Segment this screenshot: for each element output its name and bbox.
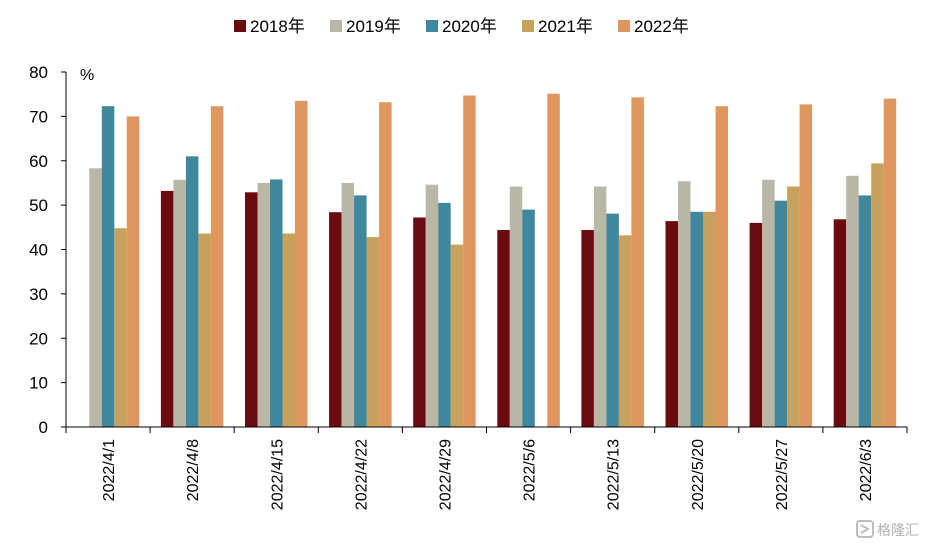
y-tick-label: 40 (29, 241, 48, 260)
y-tick-label: 70 (29, 107, 48, 126)
legend-swatch (330, 20, 342, 32)
legend-swatch (426, 20, 438, 32)
bar (846, 175, 859, 427)
bar (547, 93, 560, 427)
series-5 (126, 93, 897, 428)
legend: 2018年 2019年 2020年 2021年 2022年 (234, 17, 689, 36)
bar (450, 244, 464, 427)
bar (379, 102, 392, 427)
bar (173, 179, 186, 427)
bar (522, 209, 535, 427)
legend-label: 2021年 (538, 17, 593, 36)
series-3 (101, 106, 872, 428)
bar (126, 116, 140, 428)
watermark: 格隆汇 (856, 520, 919, 538)
bar (89, 168, 102, 428)
bar (703, 211, 716, 427)
legend-swatch (234, 20, 246, 32)
legend-label: 2022年 (634, 17, 689, 36)
x-tick-label: 2022/5/20 (690, 439, 707, 510)
legend-item: 2022年 (618, 17, 689, 36)
y-axis: 0 10 20 30 40 50 60 70 80 (29, 63, 67, 437)
bar (631, 97, 644, 428)
bar (581, 230, 594, 427)
legend-swatch (618, 20, 630, 32)
watermark-text: 格隆汇 (877, 522, 919, 538)
legend-item: 2018年 (234, 17, 305, 36)
bar (463, 95, 476, 427)
bar (210, 106, 224, 427)
bar (606, 213, 619, 427)
x-tick-label: 2022/4/8 (185, 439, 202, 501)
bar (366, 237, 380, 427)
x-tick-label: 2022/4/1 (101, 439, 118, 501)
bar (690, 211, 703, 427)
bar (799, 104, 813, 428)
x-tick-label: 2022/5/27 (774, 439, 791, 510)
bar (593, 186, 607, 427)
bar (497, 230, 510, 427)
y-axis-unit-label: % (80, 67, 94, 84)
bar (257, 182, 270, 427)
bar (774, 200, 788, 427)
bar (871, 163, 884, 427)
bar (762, 179, 775, 427)
y-tick-label: 0 (39, 418, 48, 437)
bar (270, 179, 283, 427)
series-4 (114, 163, 884, 427)
legend-item: 2021年 (522, 17, 593, 36)
bar (749, 222, 763, 427)
bar (438, 202, 451, 427)
bar (101, 106, 115, 427)
bar (618, 235, 632, 427)
bar (833, 219, 847, 427)
bar (509, 186, 523, 427)
bracket-logo-icon (856, 520, 874, 538)
bar (329, 212, 342, 427)
bar (715, 106, 728, 427)
y-tick-label: 30 (29, 285, 48, 304)
x-tick-label: 2022/6/3 (858, 439, 875, 501)
bar (114, 228, 127, 427)
x-tick-label: 2022/4/22 (353, 439, 370, 510)
bar (354, 195, 367, 427)
series-1 (160, 190, 847, 427)
x-axis: 2022/4/1 2022/4/8 2022/4/15 2022/4/22 2022/4… (65, 426, 908, 510)
x-tick-label: 2022/4/15 (269, 439, 286, 510)
bar (665, 221, 678, 427)
bars (89, 93, 897, 428)
legend-swatch (522, 20, 534, 32)
bar (425, 184, 439, 427)
bar (341, 182, 355, 427)
bar (678, 181, 691, 427)
bar (413, 217, 426, 427)
legend-item: 2020年 (426, 17, 497, 36)
legend-label: 2018年 (250, 17, 305, 36)
bar (282, 233, 295, 427)
y-tick-label: 10 (29, 374, 48, 393)
legend-label: 2019年 (346, 17, 401, 36)
bar (883, 98, 897, 427)
bar (160, 190, 174, 427)
bar (787, 186, 800, 427)
y-tick-label: 20 (29, 329, 48, 348)
x-tick-label: 2022/5/13 (606, 439, 623, 510)
series-2 (89, 168, 859, 428)
y-tick-label: 60 (29, 152, 48, 171)
bar (198, 233, 211, 427)
y-tick-label: 50 (29, 196, 48, 215)
y-tick-label: 80 (29, 63, 48, 82)
bar (295, 100, 308, 428)
bar (245, 192, 258, 427)
bar (185, 156, 199, 428)
x-tick-label: 2022/4/29 (437, 439, 454, 510)
x-tick-label: 2022/5/6 (522, 439, 539, 501)
bar (858, 195, 872, 427)
legend-item: 2019年 (330, 17, 401, 36)
legend-label: 2020年 (442, 17, 497, 36)
